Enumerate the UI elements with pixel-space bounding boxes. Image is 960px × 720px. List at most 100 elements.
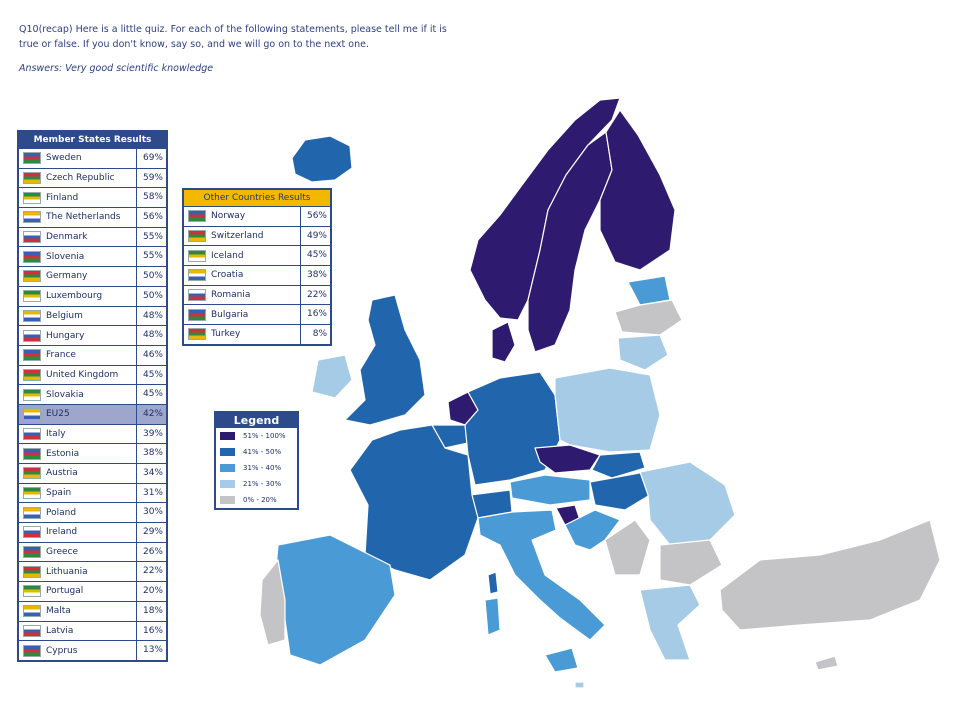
- table-row: Austria 34%: [19, 463, 166, 483]
- legend-title: Legend: [216, 413, 297, 428]
- flag-icon: [188, 230, 206, 243]
- country-value: 18%: [136, 601, 166, 621]
- country-name: Belgium: [46, 310, 83, 321]
- legend-swatch: [220, 464, 235, 472]
- country-value: 22%: [300, 285, 330, 305]
- map-malta: [574, 681, 585, 689]
- flag-icon: [23, 172, 41, 185]
- country-value: 48%: [136, 306, 166, 326]
- legend-label: 21% - 30%: [243, 480, 282, 488]
- country-name: Greece: [46, 547, 79, 558]
- country-value: 26%: [136, 542, 166, 562]
- map-slovakia: [591, 451, 646, 479]
- country-name: Sweden: [46, 153, 82, 164]
- legend-item: 51% - 100%: [216, 428, 297, 444]
- flag-icon: [23, 506, 41, 519]
- country-name: EU25: [46, 409, 70, 420]
- table-row: Slovakia 45%: [19, 384, 166, 404]
- flag-icon: [23, 231, 41, 244]
- country-value: 45%: [136, 385, 166, 404]
- country-value: 39%: [136, 424, 166, 444]
- country-value: 56%: [136, 208, 166, 227]
- table-row: Belgium 48%: [19, 305, 166, 326]
- country-value: 22%: [136, 562, 166, 582]
- map-lithuania: [617, 334, 669, 371]
- table-row: Denmark 55%: [19, 226, 166, 247]
- country-name: Bulgaria: [211, 309, 249, 320]
- map-ireland: [311, 354, 353, 399]
- country-name: Romania: [211, 290, 251, 301]
- country-value: 50%: [136, 286, 166, 306]
- map-sicily: [544, 647, 579, 673]
- country-value: 45%: [136, 365, 166, 385]
- map-estonia: [627, 275, 671, 306]
- table-row: Czech Republic 59%: [19, 167, 166, 188]
- flag-icon: [23, 211, 41, 224]
- country-value: 20%: [136, 582, 166, 601]
- flag-icon: [23, 349, 41, 362]
- map-cyprus: [814, 655, 839, 671]
- country-name: Cyprus: [46, 645, 78, 656]
- country-value: 56%: [300, 207, 330, 226]
- flag-icon: [188, 308, 206, 321]
- question-line-2: true or false. If you don't know, say so…: [19, 39, 369, 50]
- country-name: Slovenia: [46, 251, 85, 262]
- flag-icon: [23, 152, 41, 165]
- table-row: Croatia 38%: [184, 265, 330, 285]
- table-row: EU25 42%: [19, 403, 166, 424]
- map-iceland: [291, 135, 353, 183]
- country-name: Estonia: [46, 448, 80, 459]
- flag-icon: [23, 329, 41, 342]
- map-bulgaria: [659, 539, 723, 586]
- flag-icon: [188, 328, 206, 341]
- table-row: Iceland 45%: [184, 245, 330, 266]
- country-name: Italy: [46, 428, 66, 439]
- country-value: 49%: [300, 226, 330, 246]
- country-name: Czech Republic: [46, 173, 115, 184]
- legend-item: 21% - 30%: [216, 476, 297, 492]
- country-value: 48%: [136, 326, 166, 345]
- country-name: Spain: [46, 488, 72, 499]
- map-finland: [599, 109, 676, 271]
- flag-icon: [23, 408, 41, 421]
- legend-swatch: [220, 480, 235, 488]
- flag-icon: [23, 309, 41, 322]
- legend-label: 31% - 40%: [243, 464, 282, 472]
- map-greece: [639, 584, 701, 661]
- country-value: 34%: [136, 464, 166, 483]
- flag-icon: [23, 270, 41, 283]
- map-czech: [534, 444, 601, 474]
- map-portugal: [259, 559, 286, 646]
- table-row: Malta 18%: [19, 600, 166, 621]
- country-name: United Kingdom: [46, 369, 119, 380]
- table-row: Greece 26%: [19, 541, 166, 562]
- country-name: Slovakia: [46, 389, 84, 400]
- table-row: Lithuania 22%: [19, 561, 166, 582]
- answers-label: Answers: Very good scientific knowledge: [19, 63, 214, 74]
- country-name: Croatia: [211, 270, 244, 281]
- map-denmark: [491, 321, 516, 363]
- country-name: Iceland: [211, 250, 244, 261]
- country-name: Switzerland: [211, 231, 264, 242]
- map-austria: [509, 474, 591, 506]
- table-row: Poland 30%: [19, 502, 166, 523]
- table-row: Portugal 20%: [19, 581, 166, 601]
- flag-icon: [23, 605, 41, 618]
- flag-icon: [188, 289, 206, 302]
- country-value: 8%: [300, 325, 330, 344]
- map-norway: [469, 97, 621, 321]
- country-value: 31%: [136, 483, 166, 503]
- table-row: Luxembourg 50%: [19, 285, 166, 306]
- country-name: Hungary: [46, 330, 85, 341]
- table-row: Turkey 8%: [184, 324, 330, 344]
- legend-item: 41% - 50%: [216, 444, 297, 460]
- member-states-title: Member States Results: [19, 132, 166, 148]
- question-text: Q10(recap) Here is a little quiz. For ea…: [19, 22, 447, 52]
- country-name: Denmark: [46, 232, 88, 243]
- country-name: Portugal: [46, 586, 84, 597]
- table-row: The Netherlands 56%: [19, 207, 166, 227]
- table-row: United Kingdom 45%: [19, 364, 166, 385]
- table-row: Norway 56%: [184, 206, 330, 226]
- map-uk: [344, 294, 426, 426]
